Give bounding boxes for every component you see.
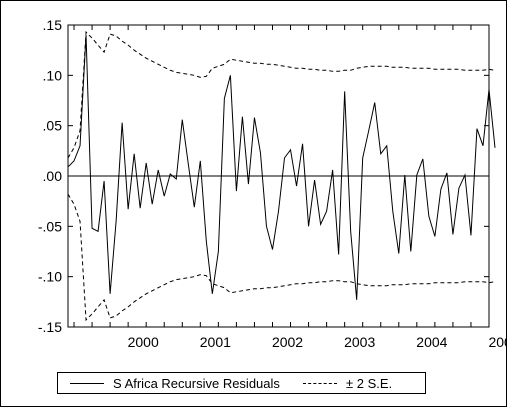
legend-item-residuals: S Africa Recursive Residuals <box>70 375 280 391</box>
x-tick-label: 2001 <box>200 334 231 350</box>
y-tick-label: .15 <box>43 17 63 33</box>
legend-label-se-bands: ± 2 S.E. <box>346 375 393 391</box>
y-tick-label: .05 <box>43 118 63 134</box>
y-tick-label: .10 <box>43 67 63 83</box>
x-tick-label: 2000 <box>128 334 159 350</box>
x-tick-label: 2005 <box>488 334 506 350</box>
x-tick-label: 2002 <box>272 334 303 350</box>
legend-item-se-bands: ± 2 S.E. <box>303 375 392 391</box>
x-tick-label: 2003 <box>344 334 375 350</box>
se-band-lower-line <box>67 193 496 322</box>
y-tick-label: -.15 <box>38 319 62 335</box>
legend-label-residuals: S Africa Recursive Residuals <box>113 375 280 391</box>
series-layer <box>67 30 496 322</box>
x-axis: 2000 2001 2002 2003 2004 2005 <box>73 25 507 350</box>
y-tick-label: -.05 <box>38 218 62 234</box>
y-tick-label: -.10 <box>38 269 62 285</box>
legend-swatch-dashed <box>303 382 337 384</box>
se-band-upper-line <box>67 30 496 159</box>
legend: S Africa Recursive Residuals ± 2 S.E. <box>57 372 426 394</box>
y-tick-label: .00 <box>43 168 63 184</box>
x-tick-label: 2004 <box>416 334 447 350</box>
legend-swatch-solid <box>70 382 104 384</box>
residuals-line <box>67 35 496 300</box>
